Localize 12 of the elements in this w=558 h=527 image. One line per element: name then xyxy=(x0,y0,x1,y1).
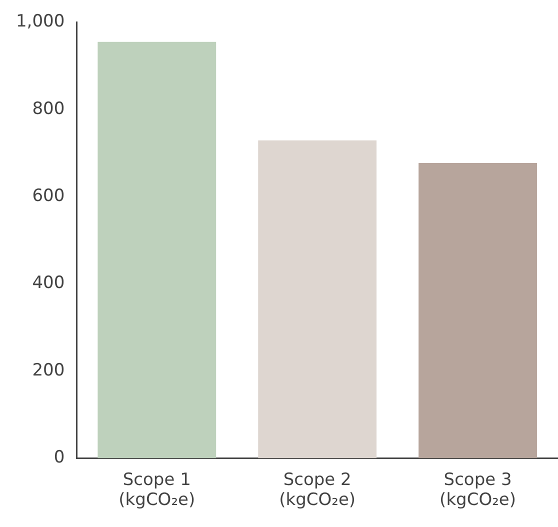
y-tick-label: 0 xyxy=(54,448,65,468)
bar xyxy=(98,42,216,458)
y-tick-label: 400 xyxy=(32,273,65,294)
bar xyxy=(258,140,377,458)
y-tick-label: 200 xyxy=(32,360,65,380)
y-tick-label: 1,000 xyxy=(16,12,65,32)
x-tick-label: Scope 1 (kgCO₂e) xyxy=(118,470,196,510)
x-tick-label: Scope 2 (kgCO₂e) xyxy=(279,470,356,510)
bar xyxy=(418,163,537,458)
x-tick-label: Scope 3 (kgCO₂e) xyxy=(440,470,516,510)
y-tick-label: 600 xyxy=(32,186,65,206)
y-tick-label: 800 xyxy=(32,98,65,119)
